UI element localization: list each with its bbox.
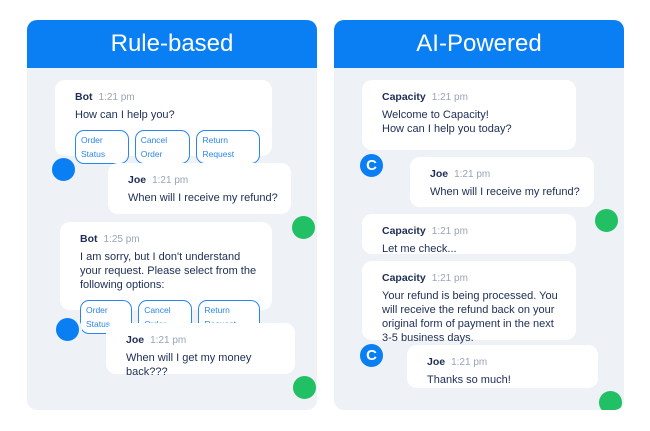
chat-message: Bot 1:21 pm How can I help you? Order Statu… — [55, 80, 272, 164]
chat-message: Joe 1:21 pm When will I receive my refund? — [108, 163, 291, 214]
panel-title: Rule-based — [27, 20, 317, 68]
message-text: Let me check... — [382, 243, 457, 255]
timestamp: 1:21 pm — [431, 92, 468, 103]
rule-based-panel: Rule-based Bot 1:21 pm How can I help you?… — [27, 20, 317, 410]
chat-message: Bot 1:25 pm I am sorry, but I don't unders… — [60, 222, 272, 334]
message-text: How can I help you? — [75, 109, 175, 121]
chat-message: Capacity 1:21 pm Welcome to Capacity! How … — [362, 80, 576, 150]
bot-avatar — [53, 315, 82, 344]
user-avatar — [592, 206, 621, 235]
capacity-logo-avatar: C — [357, 151, 386, 180]
timestamp: 1:21 pm — [431, 273, 468, 284]
message-text: Thanks so much! — [427, 374, 511, 386]
user-avatar — [596, 388, 624, 410]
message-text: When will I receive my refund? — [128, 192, 278, 204]
message-text: I am sorry, but I don't understand your … — [80, 251, 257, 291]
timestamp: 1:21 pm — [98, 92, 135, 103]
quick-reply-button[interactable]: Cancel Order — [134, 130, 191, 164]
timestamp: 1:21 pm — [454, 169, 491, 180]
message-text: Welcome to Capacity! How can I help you … — [382, 109, 512, 135]
timestamp: 1:21 pm — [451, 357, 488, 368]
capacity-logo-avatar: C — [357, 341, 386, 370]
sender-name: Capacity — [382, 272, 426, 284]
chat-message: Joe 1:21 pm When will I receive my refund? — [410, 157, 594, 207]
sender-name: Joe — [128, 174, 147, 186]
ai-powered-panel: AI-Powered Capacity 1:21 pm Welcome to Cap… — [334, 20, 624, 410]
sender-name: Capacity — [382, 91, 426, 103]
sender-name: Joe — [427, 356, 446, 368]
user-avatar — [290, 373, 317, 402]
chat-message: Joe 1:21 pm When will I get my money back?… — [106, 323, 295, 378]
chat-message: Capacity 1:21 pm Your refund is being proc… — [362, 261, 576, 344]
sender-name: Joe — [126, 334, 145, 346]
message-text: When will I get my money back??? — [126, 352, 252, 378]
timestamp: 1:21 pm — [150, 335, 187, 346]
sender-name: Bot — [75, 91, 93, 103]
timestamp: 1:21 pm — [431, 226, 468, 237]
message-text: Your refund is being processed. You will… — [382, 290, 558, 344]
sender-name: Capacity — [382, 225, 426, 237]
panel-title: AI-Powered — [334, 20, 624, 68]
timestamp: 1:25 pm — [103, 234, 140, 245]
sender-name: Joe — [430, 168, 449, 180]
message-text: When will I receive my refund? — [430, 186, 580, 198]
bot-avatar — [49, 155, 78, 184]
sender-name: Bot — [80, 233, 98, 245]
quick-reply-button[interactable]: Order Status — [75, 130, 129, 164]
chat-message: Joe 1:21 pm Thanks so much! — [407, 345, 598, 388]
user-avatar — [289, 213, 317, 242]
chat-message: Capacity 1:21 pm Let me check... — [362, 214, 576, 255]
quick-reply-button[interactable]: Return Request — [196, 130, 260, 164]
timestamp: 1:21 pm — [152, 175, 189, 186]
